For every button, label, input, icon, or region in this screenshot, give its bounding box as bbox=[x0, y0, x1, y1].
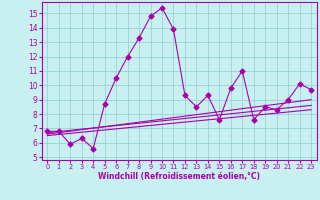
X-axis label: Windchill (Refroidissement éolien,°C): Windchill (Refroidissement éolien,°C) bbox=[98, 172, 260, 181]
